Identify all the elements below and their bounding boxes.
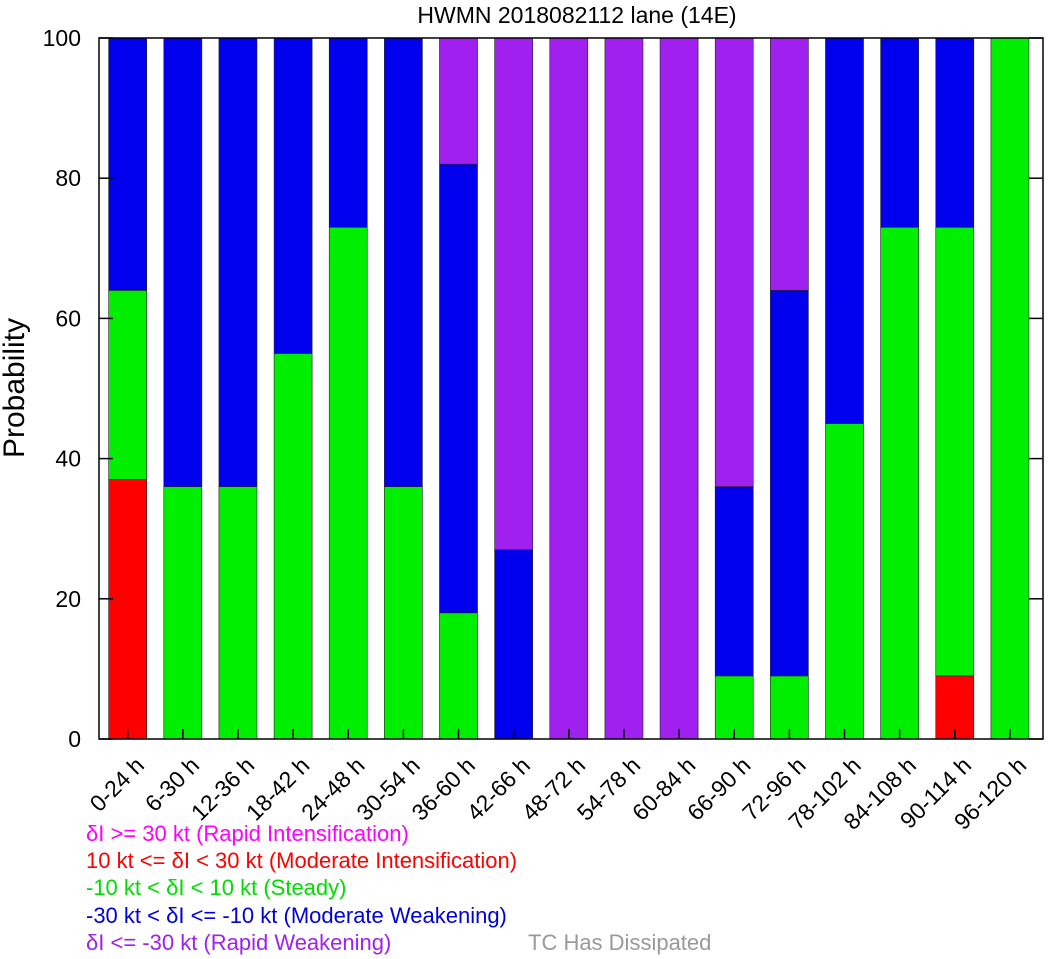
axes-group (98, 37, 1044, 740)
bar-36-60h-moderate-weakening (439, 163, 478, 614)
bar-12-36h-steady (218, 486, 258, 740)
y-tick-label-100: 100 (43, 25, 81, 51)
bars-group (108, 37, 1030, 740)
bar-66-90h-steady (714, 675, 754, 740)
legend-steady: -10 kt < δI < 10 kt (Steady) (86, 875, 347, 900)
bar-48-72h-rapid-weakening (549, 37, 589, 740)
plot-frame (98, 37, 1044, 740)
bar-84-108h-moderate-weakening (880, 37, 919, 228)
bar-60-84h-rapid-weakening (659, 37, 699, 740)
bar-24-48h-moderate-weakening (328, 37, 368, 228)
legend-moderate-intensification: 10 kt <= δI < 30 kt (Moderate Intensific… (86, 848, 518, 873)
tc-dissipated-note: TC Has Dissipated (528, 930, 712, 955)
bar-0-24h-moderate-intensification (108, 479, 147, 740)
y-tick-label-60: 60 (55, 305, 81, 331)
bar-78-102h-steady (825, 423, 864, 740)
legend-moderate-weakening: -30 kt < δI <= -10 kt (Moderate Weakenin… (86, 903, 507, 928)
bar-30-54h-moderate-weakening (384, 37, 423, 487)
bar-6-30h-moderate-weakening (163, 37, 203, 487)
bar-0-24h-steady (108, 290, 147, 480)
bar-66-90h-moderate-weakening (714, 486, 754, 677)
y-tick-label-0: 0 (68, 726, 81, 752)
bar-0-24h-moderate-weakening (108, 37, 147, 291)
bar-24-48h-steady (328, 226, 368, 740)
y-tick-label-80: 80 (55, 165, 81, 191)
chart-title: HWMN 2018082112 lane (14E) (417, 2, 736, 28)
bar-66-90h-rapid-weakening (714, 37, 754, 487)
bar-12-36h-moderate-weakening (218, 37, 258, 487)
legend-rapid-weakening: δI <= -30 kt (Rapid Weakening) (86, 930, 392, 955)
bar-72-96h-steady (770, 675, 809, 740)
x-tick-label-0: 0-24 h (85, 752, 150, 817)
bar-54-78h-rapid-weakening (604, 37, 644, 740)
bar-36-60h-rapid-weakening (439, 37, 478, 165)
y-tick-label-20: 20 (55, 586, 81, 612)
bar-78-102h-moderate-weakening (825, 37, 864, 424)
bar-96-120h-steady (990, 37, 1030, 740)
y-tick-label-40: 40 (55, 446, 81, 472)
bar-42-66h-moderate-weakening (494, 549, 533, 740)
y-axis-label: Probability (0, 318, 31, 458)
bar-90-114h-moderate-weakening (935, 37, 975, 228)
bar-72-96h-moderate-weakening (770, 290, 809, 677)
bar-42-66h-rapid-weakening (494, 37, 533, 551)
bar-30-54h-steady (384, 486, 423, 740)
x-ticks-group: 0-24 h6-30 h12-36 h18-42 h24-48 h30-54 h… (85, 729, 1031, 835)
bar-36-60h-steady (439, 612, 478, 740)
y-ticks-group: 0 20 40 60 80 100 (43, 25, 1043, 752)
bar-84-108h-steady (880, 226, 919, 740)
legend-rapid-intensification: δI >= 30 kt (Rapid Intensification) (86, 821, 409, 846)
bar-90-114h-steady (935, 226, 975, 677)
bar-72-96h-rapid-weakening (770, 37, 809, 291)
bar-18-42h-steady (273, 353, 313, 740)
bar-18-42h-moderate-weakening (273, 37, 313, 354)
bar-6-30h-steady (163, 486, 203, 740)
